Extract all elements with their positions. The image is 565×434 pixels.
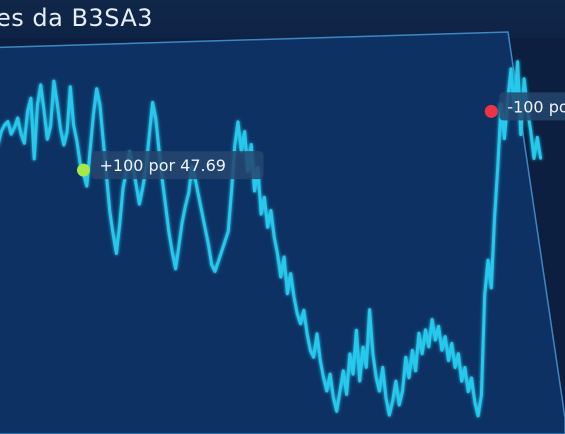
trade-annotation-buy: +100 por 47.69 bbox=[77, 151, 264, 180]
trade-annotations-layer: +100 por 47.69 -100 por 49.0 bbox=[77, 92, 565, 180]
buy-marker bbox=[77, 163, 90, 177]
trade-annotation-sell: -100 por 49.0 bbox=[484, 92, 565, 121]
sell-marker bbox=[484, 104, 498, 118]
trade-label-text: -100 por 49.0 bbox=[507, 97, 565, 116]
trade-label-text: +100 por 47.69 bbox=[100, 156, 226, 175]
title-bar: es da B3SA3 bbox=[0, 0, 565, 38]
trade-label-box bbox=[499, 92, 565, 121]
chart-title: es da B3SA3 bbox=[0, 4, 154, 32]
chart-panel bbox=[0, 31, 565, 434]
trade-label-box bbox=[91, 151, 264, 180]
